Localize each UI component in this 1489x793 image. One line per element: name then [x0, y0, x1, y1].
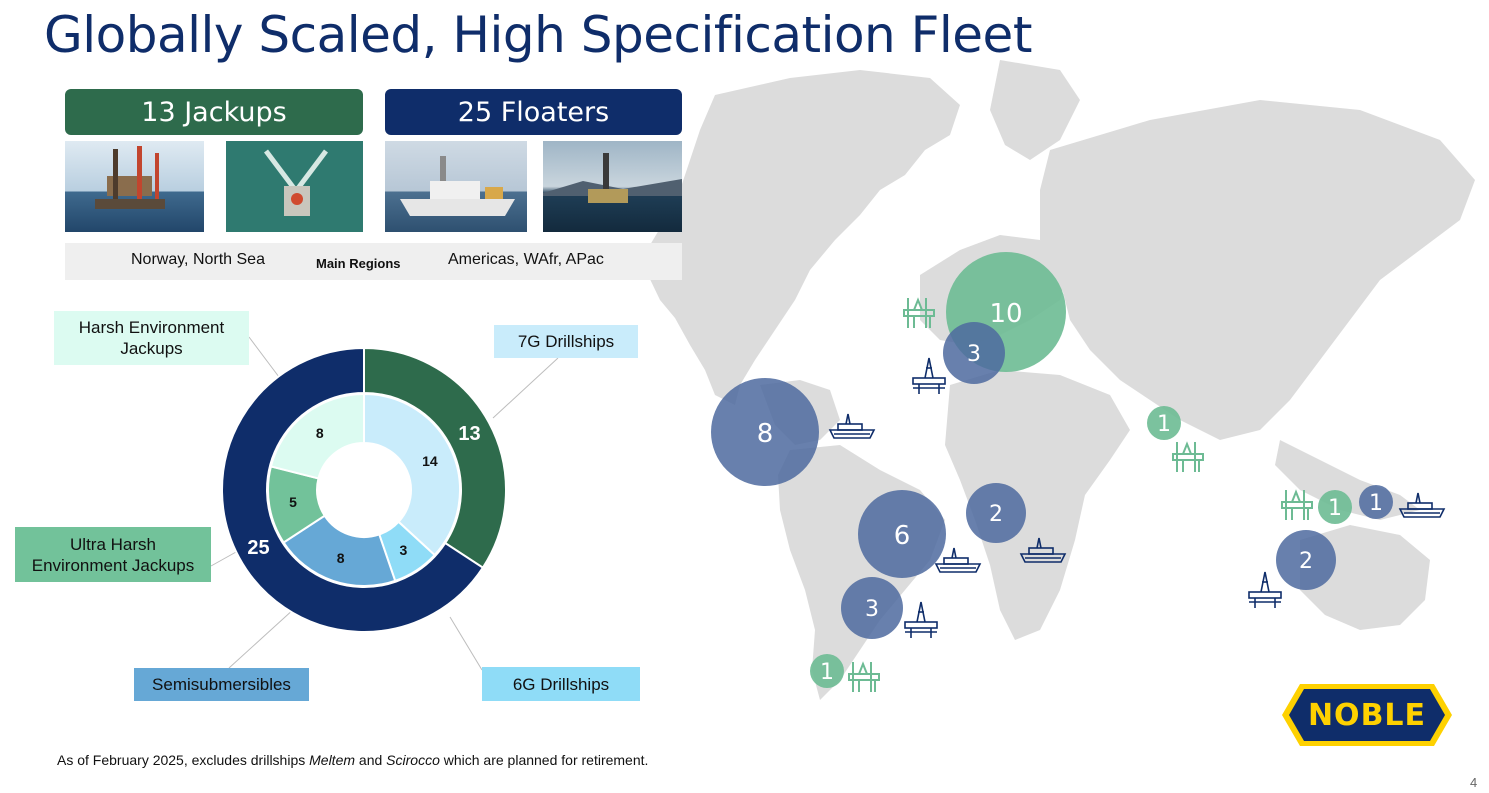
inner-label-2: 8	[337, 550, 345, 566]
jackup-icon-middle-east	[1172, 441, 1204, 473]
floater-photo-2	[543, 141, 682, 232]
bubble-value-middle-east: 1	[1157, 412, 1171, 437]
bubble-value-australia: 2	[1299, 549, 1313, 574]
7g-drillships-label: 7G Drillships	[494, 325, 638, 358]
bubble-north-sea-floaters	[943, 322, 1005, 384]
inner-label-4: 8	[316, 425, 324, 441]
ship-icon-asia-floater	[1399, 492, 1445, 518]
bubble-value-asia-jackup: 1	[1328, 496, 1342, 521]
bubble-australia	[1276, 530, 1336, 590]
ultra-harsh-jackups-label-text: Ultra Harsh Environment Jackups	[31, 534, 195, 575]
bubble-value-north-sea-jackups: 10	[989, 299, 1022, 329]
page-number: 4	[1470, 775, 1478, 790]
noble-logo: NOBLE	[1280, 680, 1454, 750]
floater-icon-south-america-south	[904, 601, 938, 639]
footnote-mid: and	[355, 752, 387, 768]
ultra-harsh-jackups-label: Ultra Harsh Environment Jackups	[15, 527, 211, 582]
jackups-header: 13 Jackups	[65, 89, 363, 135]
bubble-value-asia-floater: 1	[1369, 491, 1383, 516]
harsh-jackups-label-text: Harsh Environment Jackups	[78, 318, 225, 358]
bubble-middle-east	[1147, 406, 1181, 440]
jackup-icon-argentina	[848, 661, 880, 693]
ship-icon-west-africa	[1020, 537, 1066, 563]
bubble-value-brazil: 6	[894, 521, 911, 551]
7g-drillships-label-text: 7G Drillships	[517, 332, 615, 351]
ship-icon-gulf-of-mexico	[829, 413, 875, 439]
footnote-ship-2: Scirocco	[386, 752, 440, 768]
floaters-header: 25 Floaters	[385, 89, 682, 135]
bubble-value-south-america-south: 3	[865, 597, 879, 622]
bubble-value-north-sea-floaters: 3	[967, 342, 981, 367]
footnote-ship-1: Meltem	[309, 752, 356, 768]
jackup-photo-1	[65, 141, 204, 232]
jackup-photo-2	[226, 141, 363, 232]
floaters-header-label: 25 Floaters	[457, 96, 610, 128]
footnote: As of February 2025, excludes drillships…	[57, 752, 648, 768]
bubble-value-west-africa: 2	[989, 502, 1003, 527]
outer-label-1: 25	[247, 537, 269, 559]
footnote-post: which are planned for retirement.	[439, 752, 649, 768]
bubble-value-gulf-of-mexico: 8	[757, 419, 774, 449]
bubble-asia-floater	[1359, 485, 1393, 519]
bubble-asia-jackup	[1318, 490, 1352, 524]
noble-logo-text: NOBLE	[1307, 697, 1427, 733]
bubble-value-argentina: 1	[820, 660, 834, 685]
floaters-regions: Americas, WAfr, APac	[448, 251, 604, 268]
main-regions-bar: Norway, North Sea Main Regions Americas,…	[65, 243, 682, 280]
harsh-jackups-label: Harsh Environment Jackups	[54, 311, 249, 365]
semisubmersibles-label-text: Semisubmersibles	[152, 675, 291, 694]
jackups-header-label: 13 Jackups	[141, 96, 287, 128]
floater-photo-1	[385, 141, 527, 232]
bubble-south-america-south	[841, 577, 903, 639]
6g-drillships-label-text: 6G Drillships	[512, 674, 610, 694]
bubble-gulf-of-mexico	[711, 378, 819, 486]
main-regions-label: Main Regions	[316, 256, 401, 271]
outer-label-0: 13	[458, 423, 480, 445]
6g-drillships-label: 6G Drillships	[482, 667, 640, 701]
bubble-argentina	[810, 654, 844, 688]
footnote-pre: As of February 2025, excludes drillships	[57, 752, 310, 768]
bubble-brazil	[858, 490, 946, 578]
floater-icon-australia	[1248, 571, 1282, 609]
jackups-regions: Norway, North Sea	[131, 251, 265, 268]
jackup-icon-north-sea-jackups	[903, 297, 935, 329]
jackup-icon-asia-jackup	[1281, 489, 1313, 521]
ship-icon-brazil	[935, 547, 981, 573]
floater-icon-north-sea-floaters	[912, 357, 946, 395]
inner-label-1: 3	[399, 542, 407, 558]
inner-label-0: 14	[422, 453, 438, 469]
page-title: Globally Scaled, High Specification Flee…	[44, 6, 1032, 64]
bubble-west-africa	[966, 483, 1026, 543]
inner-label-3: 5	[289, 494, 297, 510]
semisubmersibles-label: Semisubmersibles	[134, 668, 309, 701]
